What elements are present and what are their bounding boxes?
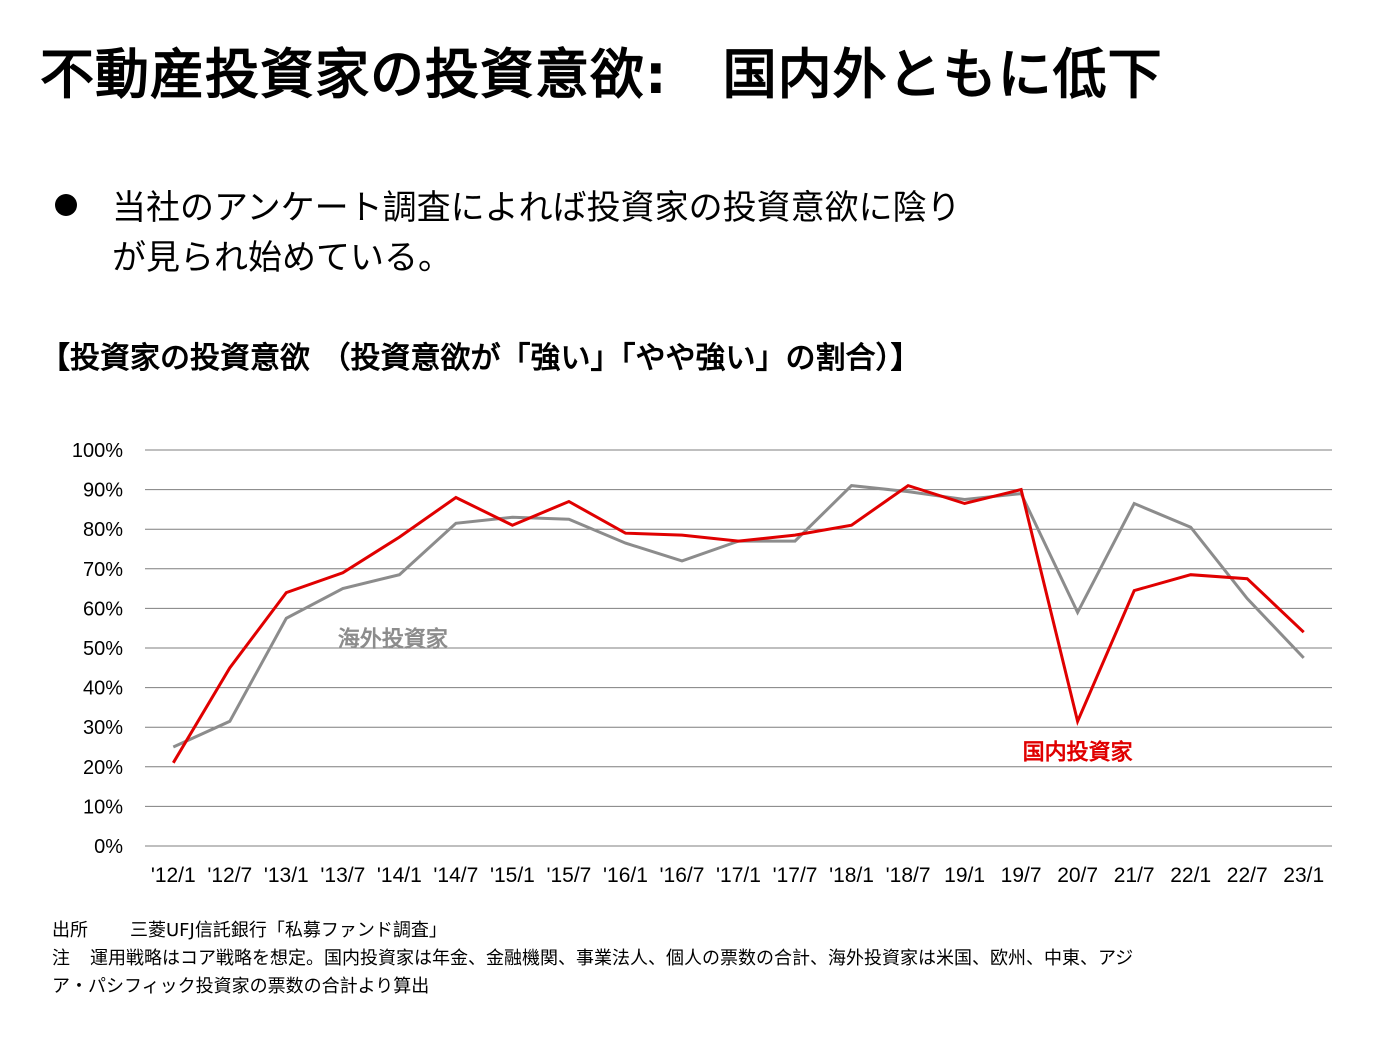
chart-heading: 【投資家の投資意欲 （投資意欲が「強い」「やや強い」の割合）】 [40,341,921,376]
x-tick-label: '17/1 [716,864,761,887]
x-tick-label: 20/7 [1057,864,1098,887]
notes: 出所 三菱UFJ信託銀行「私募ファンド調査」 注運用戦略はコア戦略を想定。国内投資… [52,917,1133,1001]
note-label: 注 [52,948,70,969]
bullet-dot-icon [55,194,77,216]
bullet-line-2: が見られ始めている。 [112,238,452,278]
line-chart: 0% 10% 20% 30% 40% 50% 60% 70% 80% 90% 100% '12/1 '1… [72,440,1332,887]
bullet-text: 当社のアンケート調査によれば投資家の投資意欲に陰り が見られ始めている。 [112,183,1212,283]
x-tick-label: 21/7 [1114,864,1155,887]
series-line-overseas [172,484,1305,749]
x-tick-label: '12/1 [151,864,196,887]
bullet-line-1: 当社のアンケート調査によれば投資家の投資意欲に陰り [112,188,961,228]
source-label: 出所 [52,920,88,941]
x-tick-label: 22/7 [1227,864,1268,887]
source-line: 出所 三菱UFJ信託銀行「私募ファンド調査」 [52,917,1133,945]
x-tick-label: 19/1 [944,864,985,887]
x-tick-label: '13/7 [320,864,365,887]
x-tick-label: '14/1 [377,864,422,887]
y-tick-label: 10% [83,796,123,818]
x-tick-label: '13/1 [264,864,309,887]
series-line-domestic [172,483,1305,764]
note-text-1: 運用戦略はコア戦略を想定。国内投資家は年金、金融機関、事業法人、個人の票数の合計… [90,948,1134,969]
x-tick-label: 23/1 [1283,864,1324,887]
x-tick-label: 19/7 [1001,864,1042,887]
x-tick-label: '15/1 [490,864,535,887]
source-text: 三菱UFJ信託銀行「私募ファンド調査」 [130,920,447,941]
series-label-overseas: 海外投資家 [338,627,449,653]
y-tick-label: 40% [83,678,123,700]
note-line-1: 注運用戦略はコア戦略を想定。国内投資家は年金、金融機関、事業法人、個人の票数の合… [52,945,1133,973]
x-tick-label: '17/7 [773,864,818,887]
x-tick-label: '14/7 [433,864,478,887]
x-tick-label: '12/7 [207,864,252,887]
page-title: 不動産投資家の投資意欲: 国内外ともに低下 [40,43,1163,106]
y-tick-label: 90% [83,480,123,502]
y-tick-label: 0% [94,836,123,858]
y-tick-label: 50% [83,638,123,660]
y-tick-label: 20% [83,757,123,779]
x-tick-label: '18/7 [886,864,931,887]
x-tick-label: 22/1 [1170,864,1211,887]
x-tick-label: '15/7 [546,864,591,887]
y-tick-label: 60% [83,598,123,620]
x-tick-label: '16/1 [603,864,648,887]
x-tick-label: '16/7 [660,864,705,887]
y-tick-label: 100% [72,440,123,462]
y-tick-label: 30% [83,717,123,739]
x-tick-label: '18/1 [829,864,874,887]
y-tick-label: 70% [83,559,123,581]
y-tick-label: 80% [83,519,123,541]
note-line-2: ア・パシフィック投資家の票数の合計より算出 [52,976,430,997]
series-label-domestic: 国内投資家 [1023,739,1134,765]
